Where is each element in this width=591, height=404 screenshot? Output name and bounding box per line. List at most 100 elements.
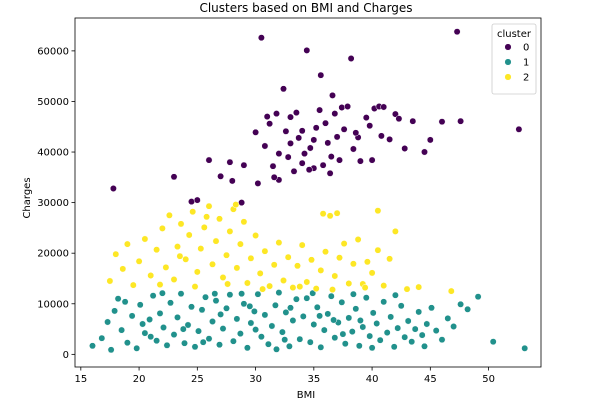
point-cluster-1 [373,320,381,327]
point-cluster-1 [320,326,328,334]
point-cluster-2 [193,268,201,276]
point-cluster-2 [363,258,371,266]
point-cluster-2 [203,213,211,221]
point-cluster-1 [327,292,335,300]
point-cluster-0 [228,177,236,185]
point-cluster-1 [404,317,412,325]
point-cluster-1 [521,344,529,352]
point-cluster-1 [123,339,131,347]
point-cluster-1 [457,300,465,308]
point-cluster-0 [312,124,320,132]
point-cluster-2 [303,278,311,286]
point-cluster-2 [312,285,320,293]
point-cluster-1 [139,320,147,328]
point-cluster-1 [128,312,136,320]
point-cluster-2 [386,255,394,263]
point-cluster-0 [298,159,306,167]
point-cluster-0 [344,103,352,110]
y-axis-label: Charges [22,177,33,218]
point-cluster-1 [252,326,260,334]
point-cluster-1 [352,305,360,313]
point-cluster-1 [177,290,185,298]
point-cluster-2 [212,237,220,245]
point-cluster-0 [284,153,292,161]
point-cluster-0 [301,150,308,158]
x-axis-label: BMI [297,390,315,401]
point-cluster-2 [223,251,230,259]
point-cluster-2 [391,227,399,235]
point-cluster-2 [147,272,155,279]
point-cluster-0 [324,139,332,147]
point-cluster-2 [112,250,120,258]
point-cluster-0 [409,117,417,125]
point-cluster-2 [380,282,388,290]
point-cluster-2 [354,236,362,243]
point-cluster-1 [271,301,279,309]
point-cluster-1 [313,303,321,311]
point-cluster-1 [133,344,141,352]
point-cluster-1 [236,330,244,338]
point-cluster-1 [397,302,405,310]
point-cluster-1 [348,328,356,336]
point-cluster-2 [252,232,260,239]
point-cluster-2 [191,283,199,291]
point-cluster-1 [181,339,188,347]
point-cluster-0 [254,179,262,187]
x-tick-label: 25 [191,374,204,385]
point-cluster-2 [294,262,301,270]
point-cluster-0 [287,113,294,121]
point-cluster-0 [316,106,324,114]
point-cluster-1 [202,293,209,301]
point-cluster-2 [205,202,213,210]
legend-marker-1 [504,58,512,66]
legend-title: cluster [497,29,532,40]
point-cluster-1 [246,302,254,310]
point-cluster-2 [153,246,161,254]
point-cluster-0 [295,134,303,142]
point-cluster-1 [394,324,402,332]
x-tick-label: 15 [74,374,87,385]
y-axis: 0 10000 20000 30000 40000 50000 60000 [37,46,75,361]
point-cluster-1 [243,344,251,352]
point-cluster-1 [254,290,262,298]
point-cluster-0 [457,117,465,125]
legend-box [491,23,537,95]
point-cluster-2 [240,218,248,226]
point-cluster-0 [362,114,370,122]
legend-label-1: 1 [523,58,529,69]
point-cluster-0 [380,103,388,111]
x-tick-label: 45 [424,374,437,385]
point-cluster-0 [273,110,280,118]
y-tick-label: 50000 [37,97,69,108]
point-cluster-0 [391,110,399,118]
x-axis: 15 20 25 30 35 40 45 50 [74,367,495,385]
point-cluster-2 [200,223,208,231]
point-cluster-1 [226,291,234,299]
y-tick-label: 40000 [37,148,69,159]
point-cluster-0 [298,127,306,135]
point-cluster-0 [261,142,269,150]
point-cluster-2 [368,269,376,277]
point-cluster-1 [303,294,311,302]
point-cluster-0 [356,157,364,165]
point-cluster-0 [395,115,403,123]
point-cluster-2 [106,277,114,285]
point-cluster-1 [296,335,304,343]
point-cluster-2 [162,263,170,271]
point-cluster-0 [333,133,341,141]
plot-area-frame [74,17,542,368]
point-cluster-0 [205,156,213,164]
point-cluster-1 [275,289,283,297]
point-cluster-2 [119,265,127,273]
x-tick-label: 30 [249,374,262,385]
point-cluster-2 [256,269,264,277]
y-tick-label: 0 [63,350,69,361]
point-cluster-2 [296,283,304,291]
point-cluster-1 [184,321,192,329]
chart-title: Clusters based on BMI and Charges [199,1,412,15]
point-cluster-1 [285,342,293,350]
point-cluster-1 [387,313,395,321]
point-cluster-0 [340,125,348,133]
point-cluster-1 [401,333,409,341]
